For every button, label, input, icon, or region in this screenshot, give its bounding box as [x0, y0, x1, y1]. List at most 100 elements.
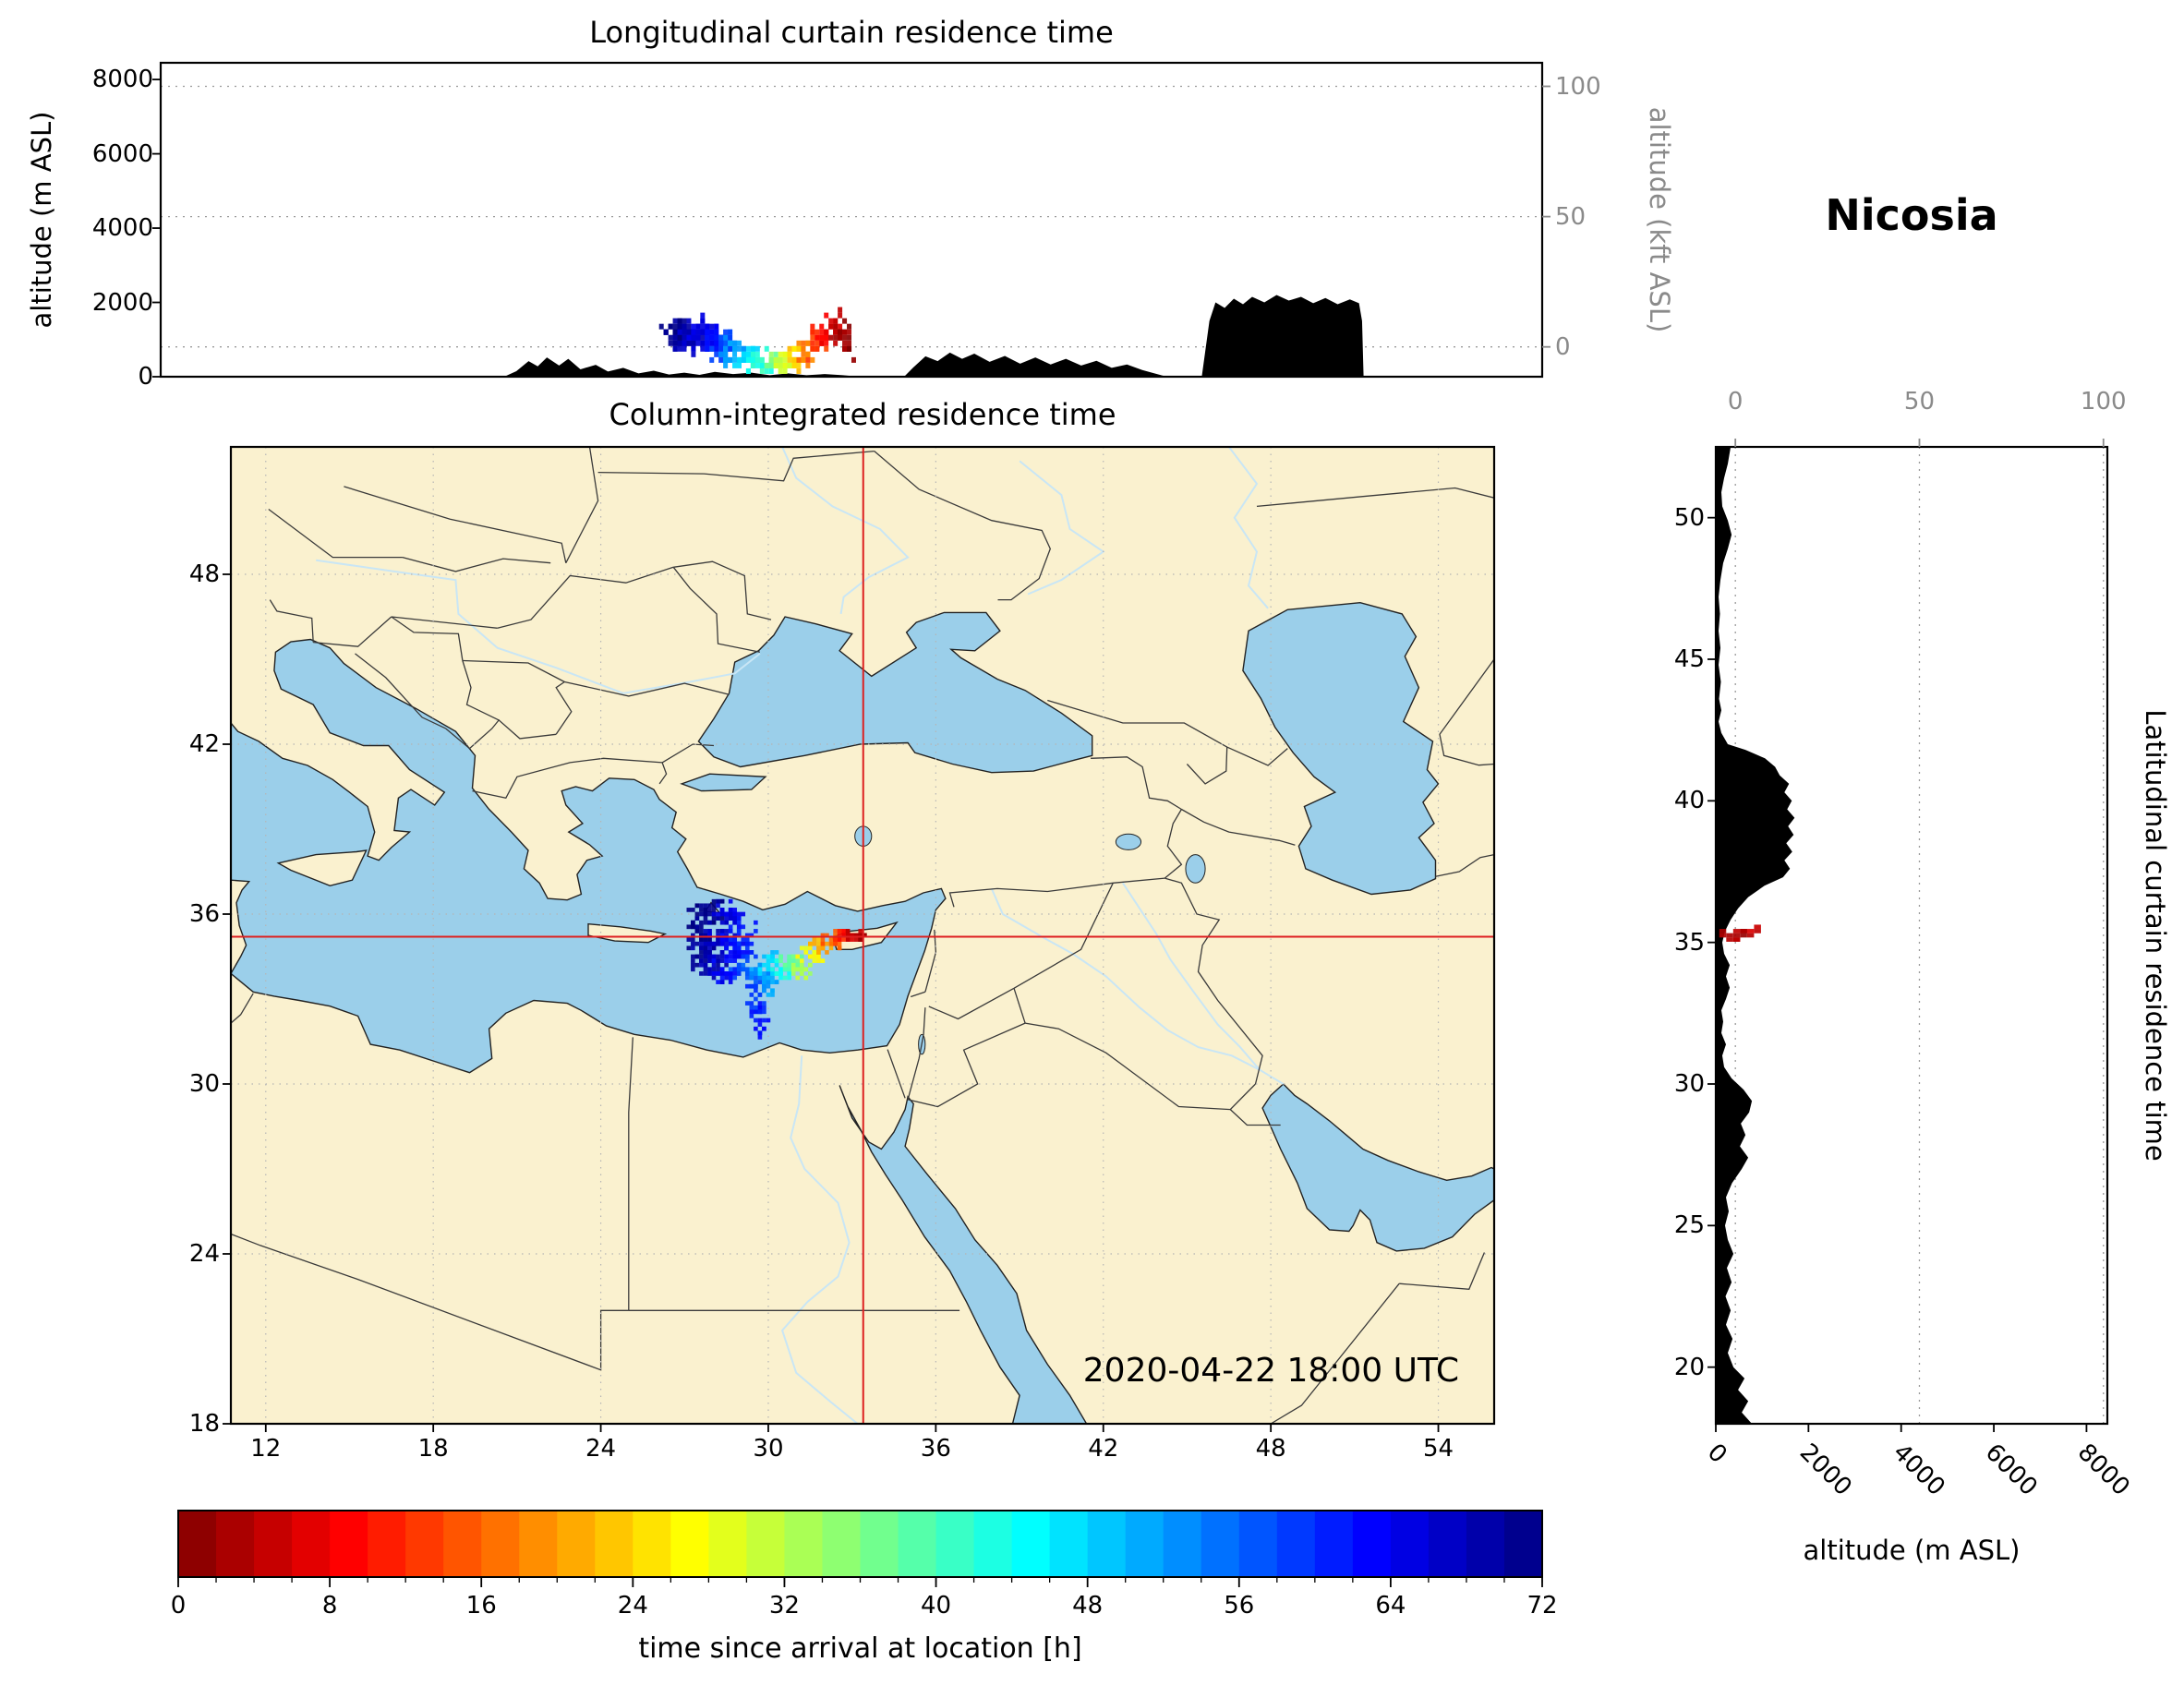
map-xtick-label: 54	[1422, 1435, 1454, 1463]
top-panel-kft-tick-label: 0	[1555, 332, 1571, 361]
map-xtick-label: 24	[585, 1435, 617, 1463]
colorbar-label: time since arrival at location [h]	[638, 1632, 1082, 1665]
country-border	[268, 508, 403, 559]
right-panel-ytick-label: 20	[1673, 1353, 1705, 1381]
right-panel-ytick-label: 25	[1673, 1211, 1705, 1240]
red-sea	[839, 1085, 1088, 1424]
colorbar-tick-label: 48	[1072, 1592, 1104, 1620]
country-border	[1013, 883, 1114, 989]
map-ytick-label: 36	[188, 900, 220, 928]
country-border	[628, 1037, 633, 1311]
sicily-island	[276, 849, 368, 887]
top-panel-ylabel-right: altitude (kft ASL)	[1644, 106, 1675, 333]
map-ytick-label: 24	[188, 1240, 220, 1268]
map-datetime-label: 2020-04-22 18:00 UTC	[1082, 1352, 1459, 1390]
map-ytick-label: 30	[188, 1070, 220, 1098]
country-border	[1439, 658, 1494, 766]
colorbar-tick-label: 8	[321, 1592, 338, 1620]
river	[1228, 447, 1269, 609]
top-panel-ytick-label: 4000	[91, 214, 153, 243]
map-frame	[229, 445, 1496, 1426]
top-panel-kft-tick-label: 100	[1555, 72, 1601, 101]
right-panel-xlabel: altitude (m ASL)	[1803, 1535, 2021, 1566]
right-panel-kft-tick-label: 50	[1903, 388, 1936, 415]
black-sea	[697, 611, 1093, 774]
top-panel-kft-tick-label: 50	[1555, 202, 1587, 231]
map-ytick-label: 48	[188, 560, 220, 588]
country-border	[887, 1049, 906, 1099]
map-panel	[231, 447, 1494, 1424]
country-border	[1164, 877, 1263, 1085]
country-border	[402, 556, 551, 572]
country-border	[1229, 1109, 1281, 1126]
country-border	[231, 1233, 629, 1371]
lake-urmia	[1185, 854, 1206, 884]
map-ytick-label: 42	[188, 730, 220, 758]
colorbar-tick-label: 64	[1375, 1592, 1406, 1620]
top-panel-frame	[159, 61, 1544, 379]
colorbar-tick-label: 24	[617, 1592, 648, 1620]
latitudinal-curtain-panel	[1716, 447, 2105, 1424]
sea-of-marmara	[680, 773, 767, 792]
right-panel-ytick-label: 35	[1673, 928, 1705, 957]
map-xtick-label: 18	[417, 1435, 449, 1463]
right-panel-ytick-label: 40	[1673, 787, 1705, 815]
right-panel-ytick-label: 50	[1673, 503, 1705, 532]
country-border	[497, 566, 674, 629]
country-border	[874, 451, 1052, 601]
colorbar-tick-label: 32	[768, 1592, 800, 1620]
right-panel-ylabel: Latitudinal curtain residence time	[2140, 709, 2171, 1162]
country-border	[344, 486, 567, 563]
colorbar-tick-label: 0	[170, 1592, 187, 1620]
country-border	[564, 680, 730, 697]
country-border	[313, 616, 392, 647]
latitudinal-terrain-profile	[1716, 447, 1795, 1424]
river	[1019, 460, 1105, 596]
map-xtick-label: 36	[920, 1435, 951, 1463]
right-panel-ytick-label: 30	[1673, 1070, 1705, 1098]
right-panel-ytick-label: 45	[1673, 645, 1705, 673]
country-border	[1047, 699, 1288, 766]
country-border	[1013, 988, 1026, 1024]
country-border	[391, 616, 464, 661]
caspian-sea	[1242, 601, 1440, 896]
map-title: Column-integrated residence time	[609, 397, 1116, 432]
country-border	[928, 987, 1015, 1020]
country-border	[907, 1022, 1026, 1108]
map-xtick-label: 12	[250, 1435, 282, 1463]
river	[990, 887, 1285, 1085]
top-panel-ytick-label: 0	[138, 363, 153, 391]
country-border	[658, 762, 668, 785]
country-border	[391, 616, 498, 629]
colorbar-tick-label: 56	[1224, 1592, 1255, 1620]
map-xtick-label: 48	[1255, 1435, 1286, 1463]
top-panel-ytick-label: 2000	[91, 288, 153, 317]
lake-van	[1115, 833, 1142, 850]
country-border	[1270, 1283, 1400, 1424]
country-border	[1399, 1252, 1485, 1290]
map-xtick-label: 42	[1088, 1435, 1119, 1463]
country-border	[472, 757, 663, 800]
country-border	[565, 447, 599, 563]
country-border	[1164, 809, 1183, 879]
country-border	[1186, 747, 1228, 785]
right-panel-kft-tick-label: 100	[2080, 388, 2127, 415]
country-border	[672, 566, 761, 653]
colorbar-tick-label: 40	[921, 1592, 952, 1620]
country-border	[907, 1007, 926, 1101]
country-border	[1435, 853, 1494, 877]
country-border	[1091, 756, 1182, 811]
top-panel-title: Longitudinal curtain residence time	[589, 15, 1114, 50]
river	[1122, 882, 1261, 1071]
colorbar-tick-label: 16	[465, 1592, 497, 1620]
colorbar	[177, 1510, 1543, 1587]
map-ytick-label: 18	[188, 1410, 220, 1438]
station-name: Nicosia	[1825, 190, 1998, 240]
river	[781, 447, 910, 615]
river	[780, 1055, 859, 1424]
country-border	[673, 560, 772, 620]
top-panel-ytick-label: 6000	[91, 139, 153, 168]
longitudinal-terrain-profile	[161, 295, 1542, 377]
